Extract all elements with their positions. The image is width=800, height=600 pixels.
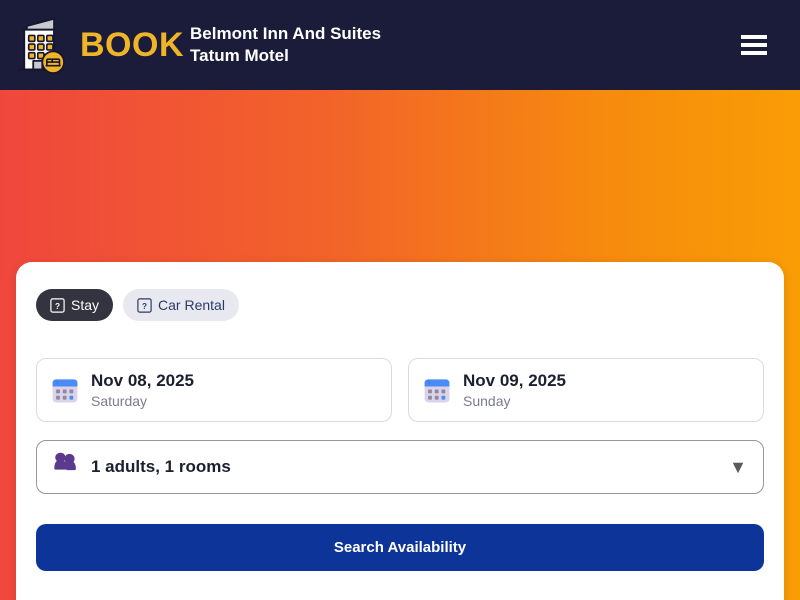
svg-text:?: ? bbox=[55, 301, 60, 310]
svg-text:?: ? bbox=[142, 301, 147, 310]
